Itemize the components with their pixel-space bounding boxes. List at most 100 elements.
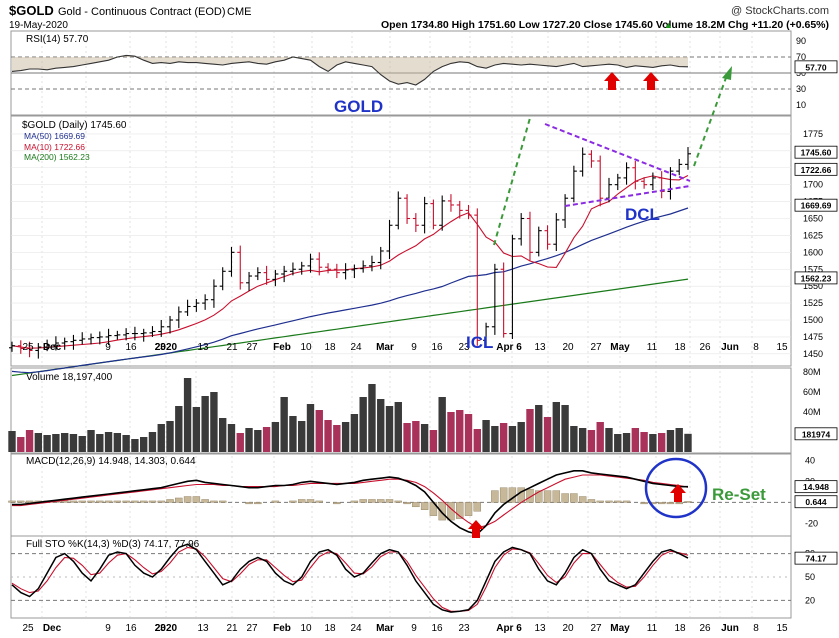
chart-exchange: CME: [227, 6, 251, 18]
macd-histogram-bar: [271, 500, 280, 503]
volume-bar: [640, 432, 648, 452]
price-panel-frame: [10, 115, 792, 367]
copyright-label: @ StockCharts.com: [731, 5, 829, 17]
volume-bar: [377, 399, 385, 452]
volume-bar: [605, 428, 613, 452]
price-legend-title: $GOLD (Daily) 1745.60: [22, 120, 127, 131]
macd-histogram-bar: [684, 501, 692, 503]
macd-histogram-bar: [578, 496, 587, 503]
bottom-x-axis-label: 15: [776, 623, 788, 633]
bottom-x-axis-label: 26: [699, 623, 711, 633]
volume-last-value-box: [794, 427, 838, 441]
volume-tick-label: 60M: [803, 387, 821, 397]
macd-histogram-bar: [157, 500, 165, 503]
gold-annotation: GOLD: [334, 97, 383, 116]
macd-last-value: 14.948: [803, 482, 829, 492]
ma10-last-value-box: [794, 162, 838, 176]
volume-bar: [508, 426, 517, 452]
macd-histogram-bar: [131, 500, 139, 503]
macd-histogram-bar: [526, 488, 534, 503]
macd-histogram-bar: [315, 500, 323, 503]
bottom-x-axis-label: 11: [647, 623, 658, 633]
volume-bar: [403, 423, 411, 452]
bottom-x-axis-label: 2020: [155, 623, 178, 633]
macd-histogram-bar: [122, 500, 130, 503]
panel-frames: [10, 30, 792, 619]
macd-histogram-bar: [420, 502, 429, 510]
price-x-axis-label: 13: [197, 342, 209, 353]
volume-bar: [447, 412, 455, 452]
rsi-tick-label: 90: [796, 36, 806, 46]
macd-histogram-bar: [254, 502, 262, 505]
volume-bar: [148, 432, 157, 452]
price-x-axis-label: 11: [647, 342, 658, 353]
volume-bar: [122, 435, 130, 452]
volume-bar: [254, 430, 262, 452]
volume-bar: [104, 432, 113, 452]
macd-histogram-bar: [666, 502, 675, 505]
bottom-x-axis-label: 18: [324, 623, 336, 633]
ma200-legend: MA(200) 1562.23: [24, 152, 90, 162]
sto-d-line: [11, 546, 689, 612]
price-x-axis-label: 9: [105, 342, 111, 353]
volume-bar: [456, 410, 464, 452]
bottom-x-axis-label: 13: [197, 623, 209, 633]
macd-histogram-bar: [139, 500, 148, 503]
volume-bar: [359, 397, 367, 452]
price-x-axis-label: 10: [300, 342, 312, 353]
volume-bar: [657, 433, 666, 452]
volume-bar: [262, 427, 271, 452]
chart-symbol: $GOLD: [9, 3, 54, 18]
macd-histogram-bar: [350, 500, 359, 503]
volume-bar: [113, 433, 122, 452]
price-x-axis-label: 20: [562, 342, 574, 353]
price-x-axis-label: 27: [246, 342, 258, 353]
volume-bar: [596, 422, 604, 452]
ma200-last-value-box: [794, 271, 838, 285]
volume-bar: [578, 428, 587, 452]
macd-red-arrow-icon-1: [468, 520, 484, 538]
volume-bar: [473, 429, 481, 452]
reset-circle-highlight: [644, 457, 708, 519]
ma50-last-value-box: [794, 198, 838, 212]
volume-tick-label: 40M: [803, 407, 821, 417]
ma200-last-value: 1562.23: [801, 273, 832, 283]
macd-histogram-bar: [385, 499, 394, 503]
macd-histogram-bar: [403, 502, 411, 505]
bottom-x-axis-label: Jun: [721, 623, 739, 633]
volume-bar: [324, 420, 332, 452]
volume-bar: [499, 423, 508, 452]
sto-tick-label: 50: [805, 572, 815, 582]
volume-tick-label: 80M: [803, 367, 821, 377]
macd-histogram-bar: [438, 502, 446, 521]
price-tick-label: 1600: [803, 247, 823, 257]
volume-bar: [684, 433, 692, 452]
change-up-arrow-icon: ▲: [664, 20, 673, 30]
macd-histogram-bar: [368, 499, 376, 503]
macd-histogram-bar: [148, 500, 157, 503]
macd-red-arrow-icon-2: [670, 484, 686, 502]
volume-bar: [614, 434, 622, 452]
macd-tick-label: -20: [805, 518, 818, 528]
macd-legend: MACD(12,26,9) 14.948, 14.303, 0.644: [26, 456, 196, 467]
macd-histogram-bar: [473, 502, 482, 512]
volume-bar: [25, 430, 34, 452]
macd-histogram-bar: [210, 500, 218, 503]
volume-bar: [675, 428, 683, 452]
price-x-axis-label: 8: [753, 342, 759, 353]
macd-histogram-bar: [377, 499, 385, 503]
macd-histogram-bar: [394, 500, 402, 503]
volume-bar: [482, 420, 490, 452]
macd-histogram-bar: [570, 493, 578, 503]
rsi-line: [11, 54, 689, 86]
volume-bar: [210, 392, 218, 452]
volume-bar: [227, 424, 236, 452]
rsi-red-arrow-icon-2: [643, 72, 659, 90]
bottom-x-axis-label: Mar: [376, 623, 394, 633]
price-tick-label: 1475: [803, 332, 823, 342]
volume-bar: [192, 407, 201, 452]
price-x-axis-label: 21: [226, 342, 238, 353]
bottom-x-axis-label: 16: [431, 623, 443, 633]
macd-histogram-bar: [675, 502, 683, 505]
